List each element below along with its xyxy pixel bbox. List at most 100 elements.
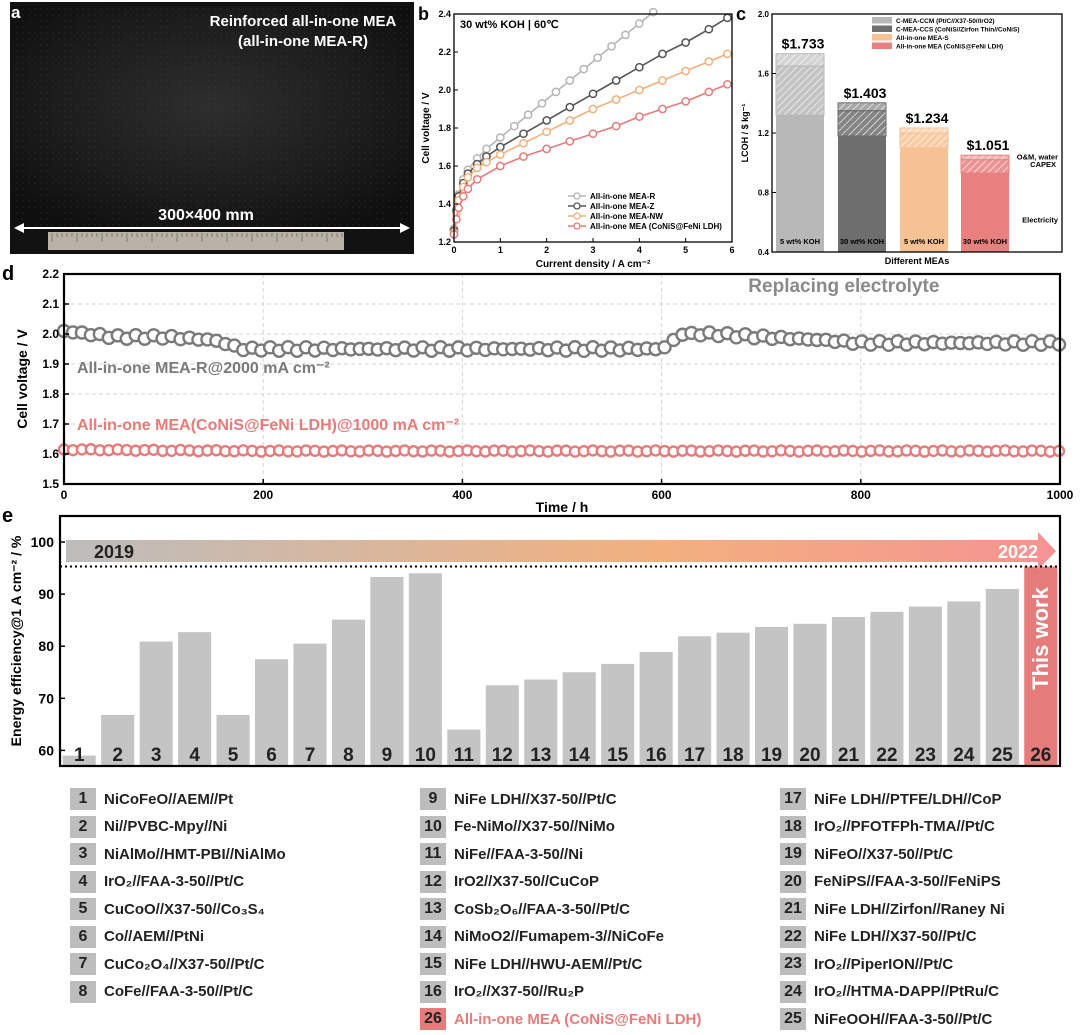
reference-number: 24: [780, 980, 806, 1003]
reference-label: NiMoO2//Fumapem-3//NiCoFe: [454, 928, 665, 945]
reference-number: 19: [780, 843, 806, 865]
bar-total-label: $1.733: [782, 36, 825, 52]
bar-18: [716, 632, 750, 766]
reference-label: IrO₂//PiperION//Pt/C: [814, 955, 954, 973]
x-tick-label: 1000: [1047, 488, 1074, 502]
reference-item: 10 Fe-NiMo//X37-50//NiMo: [420, 815, 615, 838]
data-point: [704, 57, 714, 66]
x-axis-label: Time / h: [536, 499, 589, 512]
reference-label: CuCo₂O₄//X37-50//Pt/C: [104, 955, 265, 973]
legend-label-3: All-in-one MEA (CoNiS@FeNi LDH): [590, 222, 722, 231]
bar-9: [370, 576, 404, 766]
bar-label: 20: [799, 745, 820, 766]
y-tick-label: 2.1: [42, 297, 59, 311]
reference-item: 25 NiFeOOH//FAA-3-50//Pt/C: [780, 1008, 992, 1030]
data-point: [542, 144, 552, 154]
reference-number: 8: [70, 980, 96, 1003]
timeline-start: 2019: [94, 542, 134, 562]
bar-label: 19: [761, 745, 782, 766]
bar-category-label: 5 wt% KOH: [904, 237, 944, 246]
y-tick-label: 1.8: [42, 387, 59, 401]
data-point: [454, 203, 463, 213]
y-tick-label: 2.4: [438, 9, 451, 19]
bar-total-label: $1.051: [967, 137, 1010, 153]
data-point: [611, 95, 621, 104]
data-point: [482, 157, 491, 167]
reference-label: NiFeOOH//FAA-3-50//Pt/C: [814, 1010, 993, 1028]
bar-label: 14: [569, 745, 591, 766]
reference-item: 14 NiMoO2//Fumapem-3//NiCoFe: [420, 925, 665, 948]
bar-12: [485, 685, 519, 766]
data-point: [523, 110, 533, 120]
data-point: [458, 192, 468, 201]
bar-label: 24: [953, 745, 975, 766]
panel-a-photo: a Reinforced all-in-one MEA (all-in-one …: [10, 2, 414, 254]
bar-label: 16: [646, 745, 667, 766]
bar-7: [293, 643, 327, 766]
y-axis-label: Energy efficiency@1 A cm⁻² / %: [8, 535, 24, 746]
legend-swatch-1: [872, 25, 892, 32]
y-tick-label: 90: [38, 586, 54, 602]
bar-label: 4: [189, 745, 200, 766]
data-point: [482, 144, 491, 154]
reference-label: NiFeO//X37-50//Pt/C: [814, 845, 954, 863]
bar-label: 21: [838, 745, 860, 766]
bar-om-hatch-1: [837, 102, 887, 112]
data-point: [537, 98, 547, 108]
reference-item: 20 FeNiPS//FAA-3-50//FeNiPS: [780, 870, 1001, 893]
bar-electricity-3: [961, 173, 1009, 252]
y-axis-label: Cell voltage / V: [421, 92, 432, 163]
legend-label-0: C-MEA-CCM (Pt/C//X37-50//IrO2): [896, 18, 995, 25]
reference-number: 4: [70, 870, 96, 893]
bar-label: 13: [530, 745, 551, 766]
reference-item: 26 All-in-one MEA (CoNiS@FeNi LDH): [420, 1008, 701, 1030]
data-point: [611, 121, 621, 131]
bar-label: 10: [415, 745, 436, 766]
reference-label: Fe-NiMo//X37-50//NiMo: [454, 818, 615, 835]
membrane-texture: [12, 6, 410, 228]
reference-label: CoFe//FAA-3-50//Pt/C: [104, 983, 254, 1000]
bar-capex-hatch-3: [960, 159, 1010, 174]
data-point: [634, 85, 644, 95]
panel-d-chart: d 0 200 400 600 800 1000 1.5 1.6 1.7 1.8 1.9 2.0 2.1…: [2, 263, 1074, 512]
panel-label-d: d: [2, 263, 14, 285]
reference-item: 16 IrO₂//X37-50//Ru₂P: [420, 980, 584, 1003]
data-point: [463, 184, 473, 194]
data-point: [634, 112, 644, 121]
bar-4: [178, 632, 212, 766]
panel-label-e: e: [2, 505, 13, 527]
component-label-om: O&M, water: [1017, 153, 1058, 162]
photo-title-line1: Reinforced all-in-one MEA: [210, 13, 397, 30]
y-tick-label: 2.2: [42, 267, 59, 281]
bar-11: [447, 729, 481, 766]
bar-15: [601, 663, 635, 766]
panel-e-chart: e 1 2 3 4 5 6 7 8 9 10 11 12 13 14 15 16 17 18 19 20 21 22 23 2…: [2, 505, 1062, 768]
bar-category-label: 30 wt% KOH: [963, 237, 1007, 246]
bar-label: 7: [305, 745, 316, 766]
y-tick-label: 60: [38, 742, 54, 758]
bar-capex-hatch-0: [775, 65, 825, 116]
x-tick-label: 6: [729, 245, 734, 255]
bar-label: 23: [915, 745, 936, 766]
reference-number: 18: [780, 815, 806, 838]
legend-label-1: C-MEA-CCS (CoNiS//Zirfon Thin//CoNiS): [896, 27, 1019, 34]
data-point: [588, 104, 598, 114]
reference-number: 17: [780, 788, 806, 810]
x-tick-label: 200: [253, 488, 273, 502]
data-point: [565, 76, 575, 85]
x-axis-label: Current density / A cm⁻²: [536, 259, 651, 270]
reference-label: Co//AEM//PtNi: [104, 928, 204, 945]
reference-number: 6: [70, 925, 96, 948]
plot-frame: [58, 514, 1062, 768]
y-tick-label: 1.8: [438, 123, 451, 133]
reference-label: CuCoO//X37-50//Co₃S₄: [104, 900, 265, 918]
data-point: [565, 136, 575, 146]
reference-label: NiFe LDH//X37-50//Pt/C: [814, 928, 977, 945]
y-tick-label: 2.0: [438, 85, 451, 95]
series-label-1: All-in-one MEA(CoNiS@FeNi LDH)@1000 mA c…: [77, 417, 459, 434]
reference-number: 11: [420, 843, 446, 865]
y-tick-label: 1.6: [42, 447, 59, 461]
data-point: [509, 121, 519, 131]
bar-om-hatch-0: [775, 53, 825, 67]
legend-label-1: All-in-one MEA-Z: [590, 202, 655, 211]
